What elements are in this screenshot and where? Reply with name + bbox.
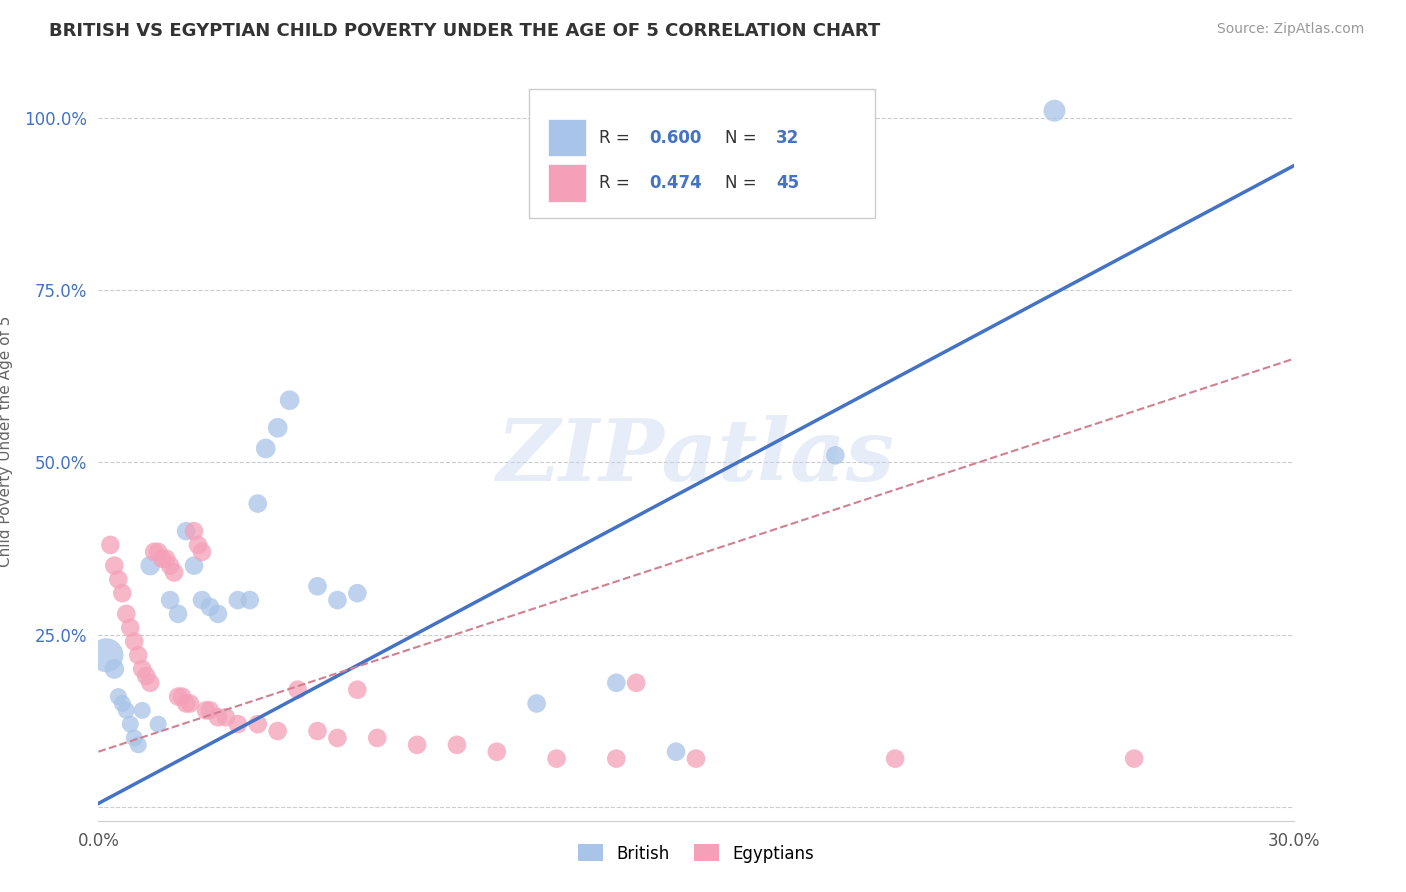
Point bbox=[239, 593, 262, 607]
Text: R =: R = bbox=[599, 128, 636, 146]
Point bbox=[605, 675, 627, 690]
Point bbox=[366, 731, 388, 745]
Point bbox=[183, 524, 205, 538]
Text: R =: R = bbox=[599, 174, 636, 192]
Point bbox=[254, 442, 277, 456]
Point bbox=[406, 738, 429, 752]
Point bbox=[120, 621, 142, 635]
Point bbox=[278, 393, 301, 408]
Point bbox=[665, 745, 688, 759]
Point bbox=[139, 675, 162, 690]
Point bbox=[135, 669, 157, 683]
Point bbox=[139, 558, 162, 573]
Point bbox=[172, 690, 194, 704]
Point bbox=[226, 717, 249, 731]
Text: 0.600: 0.600 bbox=[650, 128, 702, 146]
Y-axis label: Child Poverty Under the Age of 5: Child Poverty Under the Age of 5 bbox=[0, 316, 13, 567]
Point bbox=[326, 593, 349, 607]
Point bbox=[167, 607, 190, 621]
Point bbox=[246, 497, 269, 511]
Point bbox=[98, 538, 122, 552]
Point bbox=[546, 751, 568, 765]
Point bbox=[124, 731, 146, 745]
Point bbox=[195, 703, 218, 717]
Text: Source: ZipAtlas.com: Source: ZipAtlas.com bbox=[1216, 22, 1364, 37]
Point bbox=[127, 648, 149, 663]
Point bbox=[1043, 103, 1066, 118]
Point bbox=[174, 524, 197, 538]
Point bbox=[143, 545, 166, 559]
Point bbox=[103, 558, 125, 573]
Point bbox=[326, 731, 349, 745]
Point bbox=[191, 593, 214, 607]
Text: 32: 32 bbox=[776, 128, 799, 146]
Point bbox=[150, 551, 173, 566]
Point bbox=[148, 545, 170, 559]
Point bbox=[155, 551, 177, 566]
Point bbox=[198, 703, 221, 717]
Point bbox=[485, 745, 508, 759]
Point bbox=[287, 682, 309, 697]
Text: 45: 45 bbox=[776, 174, 799, 192]
Point bbox=[107, 573, 129, 587]
Point bbox=[226, 593, 249, 607]
Point bbox=[685, 751, 707, 765]
Point bbox=[159, 558, 181, 573]
Point bbox=[148, 717, 170, 731]
Point bbox=[115, 607, 138, 621]
Point bbox=[115, 703, 138, 717]
Point bbox=[824, 448, 846, 462]
Point bbox=[183, 558, 205, 573]
Point bbox=[103, 662, 125, 676]
Point bbox=[267, 724, 290, 739]
Point bbox=[167, 690, 190, 704]
Point bbox=[124, 634, 146, 648]
Point bbox=[107, 690, 129, 704]
FancyBboxPatch shape bbox=[548, 163, 586, 202]
Text: N =: N = bbox=[724, 128, 762, 146]
Point bbox=[526, 697, 548, 711]
Point bbox=[187, 538, 209, 552]
Text: 0.474: 0.474 bbox=[650, 174, 702, 192]
Point bbox=[267, 421, 290, 435]
Point bbox=[307, 579, 329, 593]
Point bbox=[163, 566, 186, 580]
Point bbox=[159, 593, 181, 607]
Point bbox=[111, 586, 134, 600]
Point bbox=[215, 710, 238, 724]
Point bbox=[174, 697, 197, 711]
Point bbox=[131, 703, 153, 717]
Point bbox=[179, 697, 201, 711]
Point bbox=[626, 675, 648, 690]
Point bbox=[111, 697, 134, 711]
Point bbox=[131, 662, 153, 676]
Point bbox=[207, 710, 229, 724]
Point bbox=[120, 717, 142, 731]
Point bbox=[191, 545, 214, 559]
FancyBboxPatch shape bbox=[548, 119, 586, 156]
Point bbox=[346, 682, 368, 697]
Point bbox=[605, 751, 627, 765]
Point bbox=[127, 738, 149, 752]
Text: BRITISH VS EGYPTIAN CHILD POVERTY UNDER THE AGE OF 5 CORRELATION CHART: BRITISH VS EGYPTIAN CHILD POVERTY UNDER … bbox=[49, 22, 880, 40]
Point bbox=[346, 586, 368, 600]
Point bbox=[96, 648, 118, 663]
Point bbox=[307, 724, 329, 739]
Point bbox=[207, 607, 229, 621]
FancyBboxPatch shape bbox=[529, 89, 876, 218]
Point bbox=[246, 717, 269, 731]
Point bbox=[198, 599, 221, 614]
Text: ZIPatlas: ZIPatlas bbox=[496, 415, 896, 499]
Point bbox=[884, 751, 907, 765]
Legend: British, Egyptians: British, Egyptians bbox=[571, 838, 821, 869]
Text: N =: N = bbox=[724, 174, 762, 192]
Point bbox=[1123, 751, 1146, 765]
Point bbox=[446, 738, 468, 752]
